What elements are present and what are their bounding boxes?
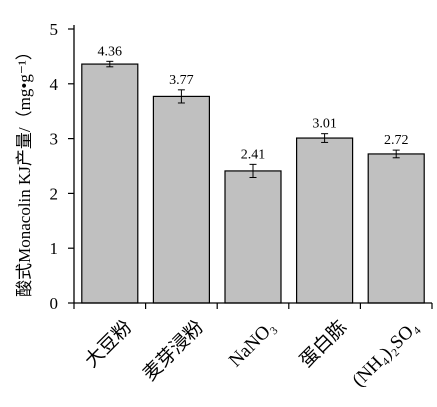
x-tick-label-4: 蛋白胨 — [295, 316, 351, 372]
axes-layer — [73, 25, 432, 304]
bar-3 — [224, 170, 282, 304]
y-tick-label: 1 — [50, 239, 59, 258]
y-tick-label: 5 — [50, 20, 59, 39]
x-tick-label-3: NaNO₃ — [225, 317, 280, 372]
data-label-4: 3.01 — [312, 117, 337, 132]
bar-2 — [152, 95, 210, 304]
error-bar-4 — [321, 133, 329, 143]
bars-layer — [81, 63, 425, 304]
y-tick-label: 2 — [50, 184, 59, 203]
data-label-5: 2.72 — [384, 133, 409, 148]
bar-1 — [81, 63, 139, 304]
x-ticks-layer: 大豆粉 麦芽浸粉 NaNO₃ 蛋白胨(NH₄)₂SO₄ — [73, 303, 433, 391]
y-tick-label: 3 — [50, 130, 59, 149]
error-bar-3 — [249, 163, 257, 179]
y-axis-title: 酸式Monacolin KJ产量/（mg•g⁻¹） — [15, 43, 34, 297]
data-label-2: 3.77 — [169, 73, 194, 88]
y-axis-title-group: 酸式Monacolin KJ产量/（mg•g⁻¹） — [15, 43, 34, 297]
data-labels-layer: 4.36 3.77 2.41 3.01 2.72 — [98, 44, 409, 162]
data-label-3: 2.41 — [241, 147, 266, 162]
bar-4 — [296, 137, 354, 304]
error-bar-2 — [177, 89, 185, 104]
error-bar-1 — [106, 60, 114, 68]
bar-5 — [367, 153, 425, 304]
data-label-1: 4.36 — [98, 44, 123, 59]
error-bars-layer — [106, 60, 400, 179]
y-ticks-layer: 0 1 2 3 4 5 — [50, 20, 74, 313]
error-bar-5 — [392, 149, 400, 159]
x-tick-label-2: 麦芽浸粉 — [139, 316, 208, 385]
x-tick-label-5: (NH₄)₂SO₄ — [348, 317, 422, 391]
x-tick-label-1: 大豆粉 — [81, 316, 137, 372]
y-tick-label: 0 — [50, 294, 59, 313]
y-tick-label: 4 — [50, 75, 59, 94]
